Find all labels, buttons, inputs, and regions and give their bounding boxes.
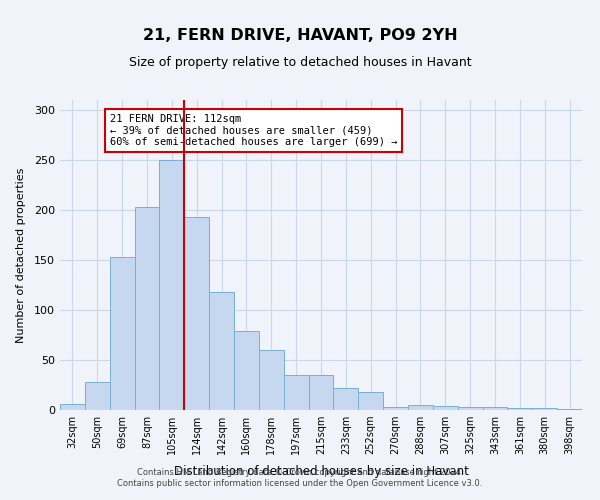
- Bar: [284, 375, 308, 410]
- Bar: [508, 408, 532, 410]
- Bar: [408, 405, 433, 410]
- Text: Contains HM Land Registry data © Crown copyright and database right 2024.
Contai: Contains HM Land Registry data © Crown c…: [118, 468, 482, 487]
- Bar: [334, 388, 358, 410]
- Bar: [184, 217, 209, 410]
- Bar: [110, 257, 134, 410]
- Text: Size of property relative to detached houses in Havant: Size of property relative to detached ho…: [128, 56, 472, 69]
- Bar: [308, 375, 334, 410]
- Bar: [134, 207, 160, 410]
- Bar: [458, 407, 482, 410]
- Bar: [433, 406, 458, 410]
- Bar: [209, 292, 234, 410]
- Bar: [234, 331, 259, 410]
- Bar: [85, 382, 110, 410]
- X-axis label: Distribution of detached houses by size in Havant: Distribution of detached houses by size …: [173, 466, 469, 478]
- Text: 21, FERN DRIVE, HAVANT, PO9 2YH: 21, FERN DRIVE, HAVANT, PO9 2YH: [143, 28, 457, 42]
- Y-axis label: Number of detached properties: Number of detached properties: [16, 168, 26, 342]
- Bar: [532, 408, 557, 410]
- Bar: [383, 407, 408, 410]
- Bar: [557, 409, 582, 410]
- Bar: [60, 404, 85, 410]
- Bar: [160, 160, 184, 410]
- Bar: [358, 392, 383, 410]
- Text: 21 FERN DRIVE: 112sqm
← 39% of detached houses are smaller (459)
60% of semi-det: 21 FERN DRIVE: 112sqm ← 39% of detached …: [110, 114, 397, 147]
- Bar: [259, 350, 284, 410]
- Bar: [482, 407, 508, 410]
